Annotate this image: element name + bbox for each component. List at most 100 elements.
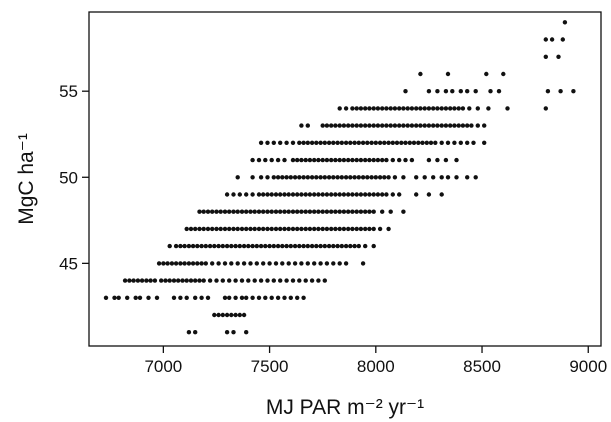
data-point (284, 140, 289, 145)
data-point (252, 278, 257, 283)
data-point (265, 140, 270, 145)
data-point (256, 226, 262, 232)
data-point (222, 209, 228, 214)
data-point (435, 157, 440, 163)
data-point (456, 123, 461, 128)
data-point (320, 192, 325, 197)
data-point (363, 209, 368, 214)
data-point (341, 209, 347, 214)
data-point (237, 312, 242, 318)
data-point (356, 140, 361, 145)
data-point (414, 192, 419, 197)
data-point (292, 261, 298, 266)
data-point (392, 123, 398, 128)
data-point (401, 209, 406, 214)
data-point (227, 226, 232, 232)
data-point (358, 157, 364, 163)
data-point (218, 226, 223, 232)
data-point (335, 140, 340, 145)
data-point (448, 123, 453, 128)
data-point (309, 243, 315, 249)
data-point (388, 209, 393, 214)
data-point (250, 295, 255, 300)
data-point (252, 226, 257, 232)
data-point (380, 192, 385, 197)
data-point (363, 106, 368, 111)
data-point (197, 226, 202, 232)
data-point (543, 37, 548, 42)
data-point (282, 295, 287, 300)
data-point (220, 278, 225, 283)
data-point (439, 123, 444, 128)
data-point (397, 157, 402, 163)
data-point (358, 192, 364, 197)
data-point (250, 243, 255, 249)
data-point (424, 140, 429, 145)
data-point (314, 140, 319, 145)
data-point (275, 243, 281, 249)
data-point (333, 226, 338, 232)
data-point (116, 295, 121, 300)
data-point (426, 123, 432, 128)
data-point (305, 261, 310, 266)
data-point (210, 209, 215, 214)
data-point (205, 226, 211, 232)
data-point (161, 261, 166, 266)
data-point (195, 243, 200, 249)
data-point (301, 175, 306, 180)
data-point (159, 278, 164, 283)
data-point (363, 226, 368, 232)
data-point (178, 243, 183, 249)
data-point (301, 243, 306, 249)
data-point (235, 175, 240, 180)
data-point (139, 278, 145, 283)
data-point (433, 140, 438, 145)
data-point (182, 243, 187, 249)
data-point (335, 243, 340, 249)
data-point (322, 175, 327, 180)
data-point (452, 106, 457, 111)
data-point (367, 209, 372, 214)
data-point (197, 209, 202, 214)
data-point (484, 71, 489, 77)
data-point (267, 261, 272, 266)
data-point (322, 140, 327, 145)
data-point (275, 295, 281, 300)
data-point (297, 243, 302, 249)
data-point (199, 295, 204, 300)
data-point (445, 140, 451, 145)
data-point (188, 278, 194, 283)
data-point (222, 226, 228, 232)
data-point (384, 123, 389, 128)
x-tick-label: 8000 (357, 357, 395, 376)
data-point (352, 140, 357, 145)
data-point (146, 295, 151, 300)
data-point (182, 261, 187, 266)
data-point (258, 140, 264, 145)
data-point (365, 175, 370, 180)
data-point (205, 295, 211, 300)
data-point (469, 123, 474, 128)
data-point (363, 192, 368, 197)
data-point (309, 278, 315, 283)
data-point (358, 106, 364, 111)
data-point (256, 192, 262, 197)
data-point (543, 54, 548, 59)
data-point (284, 278, 289, 283)
data-point (549, 37, 555, 42)
data-point (233, 278, 238, 283)
data-point (556, 54, 561, 59)
data-point (352, 175, 357, 180)
data-point (505, 106, 510, 111)
data-point (248, 226, 253, 232)
data-point (324, 157, 330, 163)
data-point (239, 226, 245, 232)
data-point (367, 123, 372, 128)
data-point (156, 261, 162, 266)
data-point (316, 209, 321, 214)
data-point (443, 157, 449, 163)
data-point (316, 226, 321, 232)
data-point (178, 261, 183, 266)
data-point (392, 175, 398, 180)
